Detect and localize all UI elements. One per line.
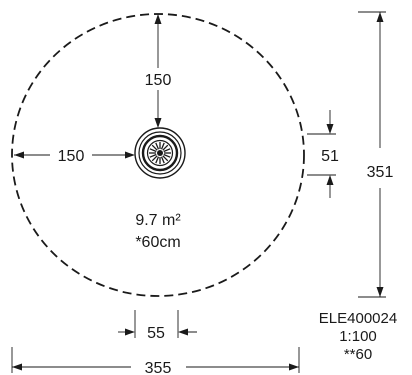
- info-note: **60: [344, 346, 372, 363]
- fixture-width-label: 55: [147, 325, 165, 342]
- fixture-width-dimension: 55: [118, 310, 197, 342]
- top-clearance-label: 150: [145, 72, 172, 89]
- fixture-icon: [134, 127, 186, 179]
- right-offset-label: 51: [321, 148, 339, 165]
- width-total-label: 355: [145, 360, 172, 375]
- left-clearance-label: 150: [58, 148, 85, 165]
- height-total-label: 351: [367, 164, 394, 181]
- top-clearance-dimension: 150: [145, 14, 172, 128]
- height-total-dimension: 351: [358, 11, 394, 298]
- right-offset-dimension: 51: [307, 110, 339, 198]
- drawing-scale: 1:100: [339, 328, 377, 345]
- width-total-dimension: 355: [11, 347, 300, 375]
- area-value: 9.7 m²: [135, 212, 181, 229]
- area-depth: *60cm: [135, 234, 180, 251]
- left-clearance-dimension: 150: [14, 148, 135, 165]
- product-code: ELE400024: [319, 310, 397, 327]
